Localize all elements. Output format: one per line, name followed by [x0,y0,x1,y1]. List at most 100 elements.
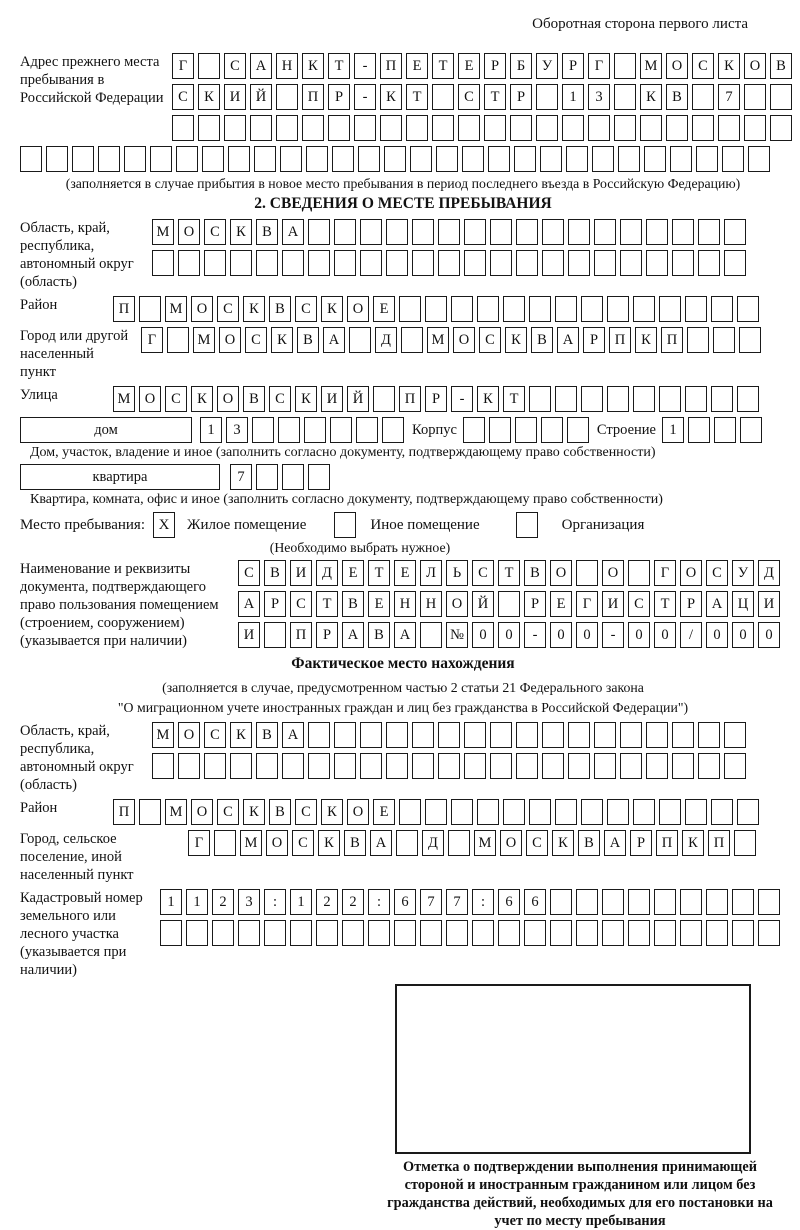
form-cell[interactable]: А [370,830,392,856]
form-cell[interactable] [607,799,629,825]
form-cell[interactable] [198,115,220,141]
form-cell[interactable] [360,722,382,748]
form-cell[interactable] [698,753,720,779]
form-cell[interactable] [280,146,302,172]
form-cell[interactable] [758,920,780,946]
form-cell[interactable]: К [635,327,657,353]
form-cell[interactable] [308,464,330,490]
form-cell[interactable] [451,296,473,322]
form-cell[interactable] [672,219,694,245]
form-cell[interactable]: К [302,53,324,79]
form-cell[interactable] [98,146,120,172]
form-cell[interactable] [160,920,182,946]
form-cell[interactable] [744,84,766,110]
form-cell[interactable]: В [368,622,390,648]
form-cell[interactable]: С [692,53,714,79]
form-cell[interactable] [250,115,272,141]
form-cell[interactable] [438,219,460,245]
form-cell[interactable]: 0 [758,622,780,648]
form-cell[interactable] [524,920,546,946]
form-cell[interactable] [614,53,636,79]
form-cell[interactable]: Т [328,53,350,79]
form-cell[interactable] [646,722,668,748]
form-cell[interactable] [462,146,484,172]
form-cell[interactable]: 0 [654,622,676,648]
form-cell[interactable] [490,722,512,748]
form-cell[interactable]: 6 [394,889,416,915]
form-cell[interactable] [399,296,421,322]
form-cell[interactable] [713,327,735,353]
form-cell[interactable] [425,296,447,322]
form-cell[interactable] [607,296,629,322]
form-cell[interactable]: Г [576,591,598,617]
form-cell[interactable] [576,889,598,915]
form-cell[interactable]: П [708,830,730,856]
form-cell[interactable] [516,250,538,276]
form-cell[interactable]: 3 [226,417,248,443]
form-cell[interactable] [711,799,733,825]
form-cell[interactable] [72,146,94,172]
form-cell[interactable]: Т [498,560,520,586]
form-cell[interactable] [770,115,792,141]
form-cell[interactable]: К [477,386,499,412]
form-cell[interactable]: К [230,219,252,245]
form-cell[interactable] [386,753,408,779]
form-cell[interactable]: Д [316,560,338,586]
form-cell[interactable]: О [139,386,161,412]
form-cell[interactable]: Е [394,560,416,586]
form-cell[interactable] [380,115,402,141]
form-cell[interactable] [713,417,736,443]
form-cell[interactable] [264,920,286,946]
form-cell[interactable]: : [368,889,390,915]
form-cell[interactable] [640,115,662,141]
form-cell[interactable]: С [472,560,494,586]
form-cell[interactable] [264,622,286,648]
form-cell[interactable] [358,146,380,172]
form-cell[interactable]: - [354,53,376,79]
form-cell[interactable] [555,296,577,322]
form-cell[interactable]: - [602,622,624,648]
form-cell[interactable]: Г [188,830,210,856]
form-cell[interactable] [308,250,330,276]
form-cell[interactable] [581,296,603,322]
form-cell[interactable] [420,622,442,648]
form-cell[interactable] [542,722,564,748]
form-cell[interactable] [503,296,525,322]
form-cell[interactable] [566,146,588,172]
form-cell[interactable] [620,722,642,748]
form-cell[interactable]: Т [654,591,676,617]
form-cell[interactable] [276,115,298,141]
form-cell[interactable] [685,296,707,322]
form-cell[interactable]: К [552,830,574,856]
form-cell[interactable] [373,386,395,412]
form-cell[interactable]: Н [394,591,416,617]
form-cell[interactable] [282,753,304,779]
form-cell[interactable] [278,417,300,443]
form-cell[interactable]: П [661,327,683,353]
form-cell[interactable]: Н [276,53,298,79]
form-cell[interactable] [328,115,350,141]
form-cell[interactable] [602,920,624,946]
form-cell[interactable] [696,146,718,172]
form-cell[interactable]: 0 [498,622,520,648]
form-cell[interactable] [510,115,532,141]
form-cell[interactable]: В [269,799,291,825]
form-cell[interactable] [20,146,42,172]
form-cell[interactable] [330,417,352,443]
form-cell[interactable] [464,250,486,276]
form-cell[interactable]: А [604,830,626,856]
form-cell[interactable] [420,920,442,946]
form-cell[interactable]: Д [422,830,444,856]
form-cell[interactable] [349,327,371,353]
form-cell[interactable]: И [758,591,780,617]
form-cell[interactable] [498,920,520,946]
form-cell[interactable] [529,799,551,825]
form-cell[interactable] [542,753,564,779]
checkbox-residential[interactable]: X [153,512,175,538]
form-cell[interactable]: О [744,53,766,79]
form-cell[interactable]: С [217,799,239,825]
form-cell[interactable]: К [380,84,402,110]
form-cell[interactable]: О [550,560,572,586]
form-cell[interactable]: М [427,327,449,353]
form-cell[interactable]: О [347,799,369,825]
